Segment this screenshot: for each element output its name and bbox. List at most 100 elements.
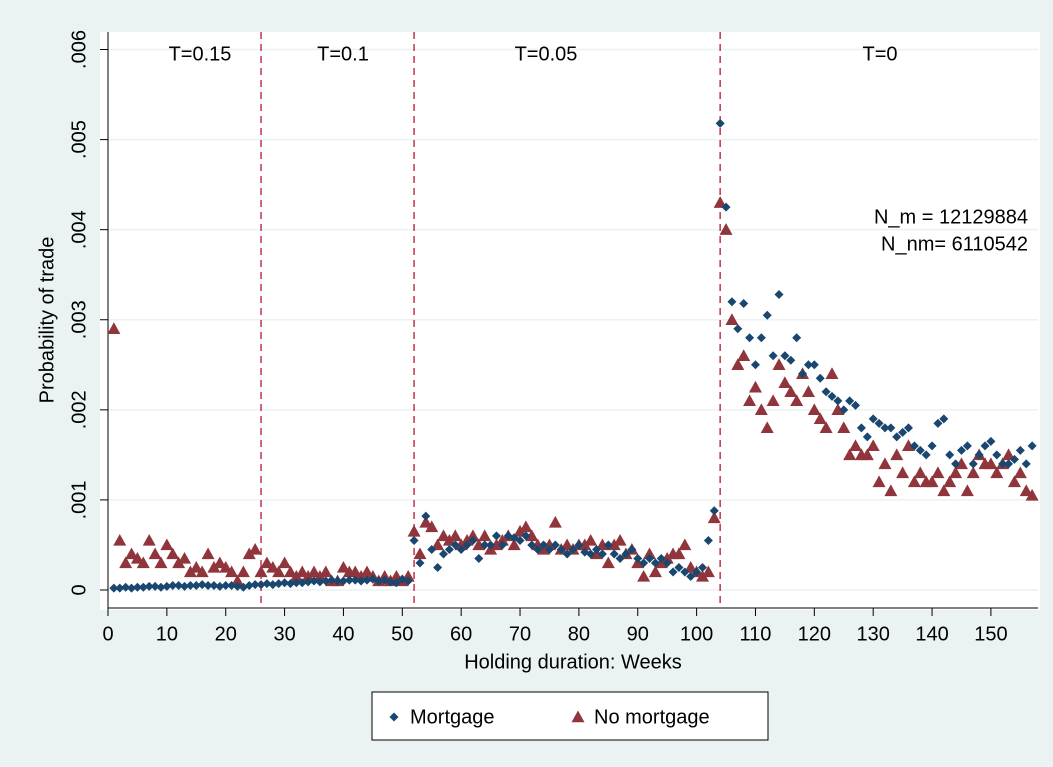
x-tick-label: 60 bbox=[450, 623, 472, 645]
point bbox=[107, 322, 121, 334]
point bbox=[142, 533, 156, 546]
point bbox=[232, 581, 242, 591]
point bbox=[489, 538, 503, 551]
point bbox=[221, 580, 231, 590]
point bbox=[278, 556, 292, 569]
point bbox=[951, 459, 961, 469]
point bbox=[291, 578, 301, 588]
point bbox=[780, 351, 790, 361]
point bbox=[695, 569, 709, 582]
point bbox=[180, 581, 190, 591]
annotation: T=0 bbox=[862, 43, 897, 65]
point bbox=[645, 553, 655, 563]
point bbox=[150, 581, 160, 591]
point bbox=[160, 538, 174, 551]
point bbox=[474, 553, 484, 563]
point bbox=[737, 349, 751, 361]
point bbox=[707, 511, 721, 524]
x-axis-title: Holding duration: Weeks bbox=[464, 651, 682, 673]
point bbox=[756, 333, 766, 343]
legend-label: No mortgage bbox=[594, 706, 710, 728]
point bbox=[913, 466, 927, 479]
point bbox=[845, 396, 855, 406]
point bbox=[1021, 459, 1031, 469]
point bbox=[715, 118, 725, 128]
point bbox=[419, 515, 433, 528]
point bbox=[703, 535, 713, 545]
point bbox=[178, 551, 192, 564]
point bbox=[754, 403, 768, 416]
point bbox=[1009, 454, 1019, 464]
point bbox=[356, 576, 366, 586]
point bbox=[442, 533, 456, 546]
point bbox=[225, 565, 239, 578]
point bbox=[898, 427, 908, 437]
point bbox=[1027, 441, 1037, 451]
point bbox=[236, 565, 250, 578]
point bbox=[601, 556, 615, 569]
point bbox=[437, 529, 451, 542]
point bbox=[786, 355, 796, 365]
point bbox=[925, 475, 939, 488]
point bbox=[168, 580, 178, 590]
point bbox=[713, 196, 727, 208]
point bbox=[827, 391, 837, 401]
point bbox=[851, 400, 861, 410]
point bbox=[415, 558, 425, 568]
x-tick-label: 150 bbox=[974, 623, 1007, 645]
point bbox=[313, 569, 327, 582]
point bbox=[391, 578, 401, 588]
point bbox=[409, 535, 419, 545]
point bbox=[260, 556, 274, 569]
point bbox=[413, 547, 427, 560]
point bbox=[902, 439, 916, 452]
plot-area bbox=[100, 32, 1040, 610]
point bbox=[586, 549, 596, 559]
point bbox=[344, 575, 354, 585]
point bbox=[656, 553, 666, 563]
point bbox=[154, 556, 168, 569]
point bbox=[874, 418, 884, 428]
point bbox=[466, 529, 480, 542]
point bbox=[954, 457, 968, 470]
point bbox=[974, 450, 984, 460]
point bbox=[884, 484, 898, 497]
y-tick-label: .006 bbox=[68, 30, 90, 69]
point bbox=[956, 445, 966, 455]
point bbox=[768, 351, 778, 361]
point bbox=[662, 558, 672, 568]
point bbox=[774, 290, 784, 300]
point bbox=[472, 538, 486, 551]
point bbox=[748, 380, 762, 393]
point bbox=[515, 535, 525, 545]
point bbox=[185, 580, 195, 590]
point bbox=[427, 544, 437, 554]
point bbox=[907, 475, 921, 488]
point bbox=[960, 484, 974, 497]
point bbox=[550, 540, 560, 550]
point bbox=[896, 466, 910, 479]
point bbox=[495, 533, 509, 546]
point bbox=[862, 432, 872, 442]
point bbox=[878, 457, 892, 470]
point bbox=[909, 441, 919, 451]
point bbox=[843, 448, 857, 461]
point bbox=[242, 547, 256, 560]
point bbox=[966, 466, 980, 479]
point bbox=[568, 544, 578, 554]
point bbox=[613, 533, 627, 546]
point bbox=[856, 423, 866, 433]
point bbox=[648, 565, 662, 578]
point bbox=[348, 565, 362, 578]
point bbox=[578, 538, 592, 551]
point bbox=[778, 376, 792, 389]
point bbox=[833, 396, 843, 406]
point bbox=[886, 423, 896, 433]
point bbox=[268, 580, 278, 590]
point bbox=[109, 583, 119, 593]
point bbox=[207, 560, 221, 573]
point bbox=[213, 556, 227, 569]
point bbox=[468, 535, 478, 545]
point bbox=[162, 581, 172, 591]
point bbox=[672, 547, 686, 560]
